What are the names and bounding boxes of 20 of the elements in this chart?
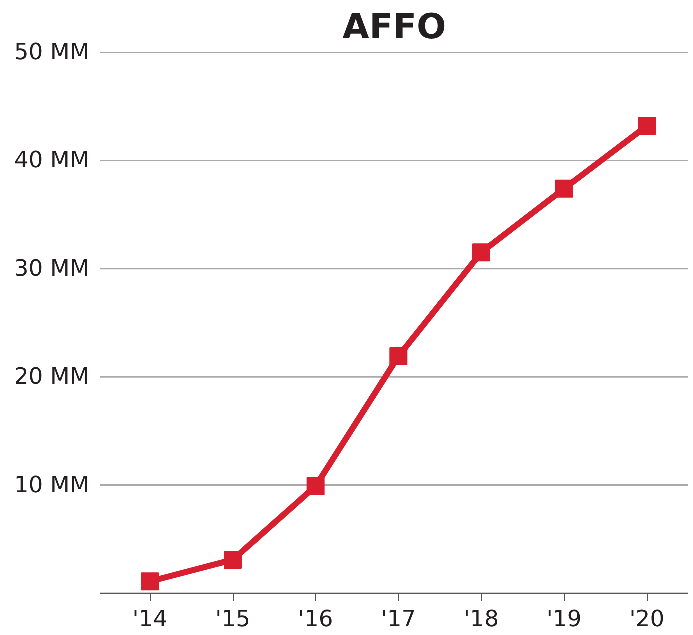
- x-tick-label: '17: [381, 606, 416, 632]
- y-tick-label: 40 MM: [14, 148, 90, 174]
- point: [555, 180, 574, 198]
- x-tick-label: '15: [215, 606, 251, 632]
- x-tick-label: '16: [298, 606, 334, 632]
- point: [472, 244, 490, 262]
- point: [306, 477, 325, 496]
- x-tick-label: '14: [132, 606, 168, 632]
- y-tick-label: 10 MM: [14, 472, 90, 498]
- y-tick-label: 30 MM: [14, 256, 90, 282]
- point: [141, 572, 160, 591]
- x-tick-label: '18: [464, 606, 499, 632]
- y-tick-label: 50 MM: [14, 40, 90, 66]
- point: [224, 550, 242, 569]
- x-tick-label: '19: [546, 606, 582, 632]
- point: [638, 117, 656, 136]
- y-tick-label: 20 MM: [14, 364, 90, 390]
- point: [390, 348, 408, 366]
- chart-title: AFFO: [342, 8, 446, 48]
- x-tick-label: '20: [630, 606, 665, 632]
